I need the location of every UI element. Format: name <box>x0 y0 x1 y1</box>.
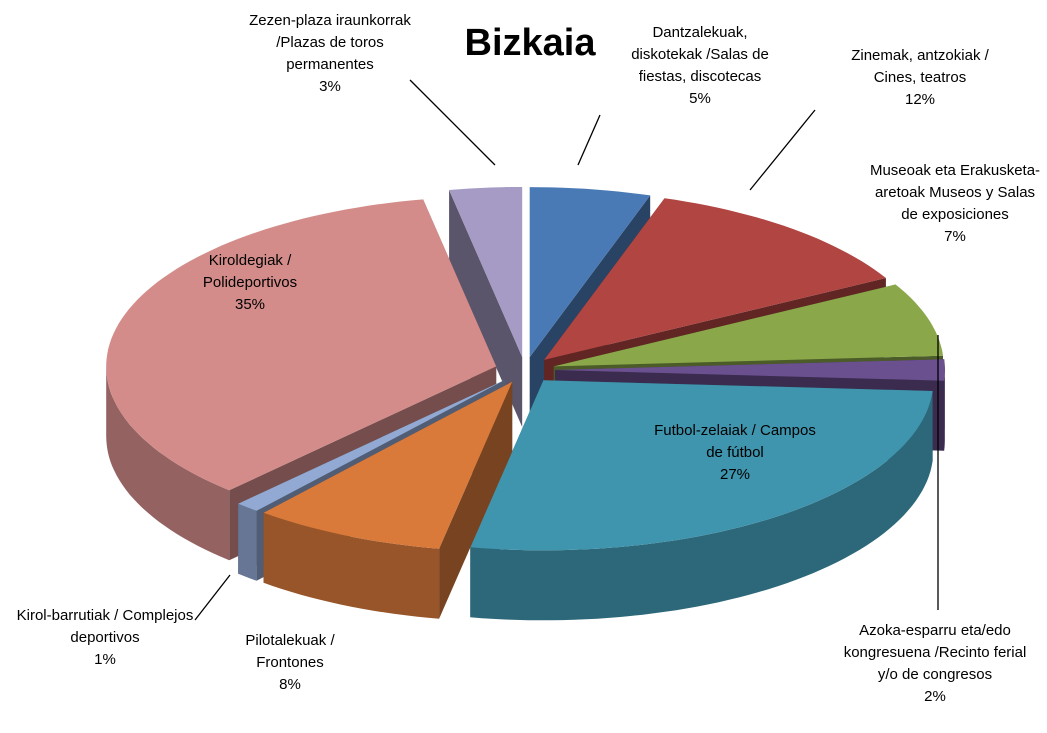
slice-wall <box>263 512 440 619</box>
value-label: 2% <box>924 688 946 705</box>
slice-wall <box>470 391 933 621</box>
value-label: 5% <box>689 90 711 107</box>
slice-side <box>449 190 523 427</box>
leader-line <box>577 114 601 166</box>
slice <box>106 199 497 491</box>
category-label: Zinemak, antzokiak / Cines, teatros <box>851 47 989 86</box>
category-label: Museoak eta Erakusketa-aretoak Museos y … <box>869 162 1041 223</box>
slice <box>238 379 506 511</box>
value-label: 1% <box>94 651 116 668</box>
value-label: 7% <box>944 228 966 245</box>
slice-wall <box>106 366 230 561</box>
leader-line <box>749 109 816 191</box>
data-label: Pilotalekuak / Frontones 8% <box>210 630 370 696</box>
category-label: Azoka-esparru eta/edo kongresuena /Recin… <box>843 622 1027 683</box>
data-label: Dantzalekuak, diskotekak /Salas de fiest… <box>615 22 785 110</box>
data-label: Zinemak, antzokiak / Cines, teatros 12% <box>850 45 990 111</box>
value-label: 35% <box>234 296 266 313</box>
slice <box>555 359 945 381</box>
value-label: 27% <box>719 466 751 483</box>
data-label: Kirol-barrutiak / Complejos deportivos 1% <box>0 605 210 671</box>
data-label: Zezen-plaza iraunkorrak /Plazas de toros… <box>235 10 425 98</box>
category-label: Futbol-zelaiak / Campos de fútbol <box>654 422 816 461</box>
category-label: Pilotalekuak / Frontones <box>245 632 335 671</box>
data-label: Azoka-esparru eta/edo kongresuena /Recin… <box>835 620 1035 708</box>
category-label: Kiroldegiak / Polideportivos <box>202 252 298 291</box>
slice <box>529 187 651 358</box>
category-label: Dantzalekuak, diskotekak /Salas de fiest… <box>631 24 769 85</box>
value-label: 3% <box>319 78 341 95</box>
slice <box>553 284 943 367</box>
slice-wall <box>944 370 945 451</box>
data-label: Futbol-zelaiak / Campos de fútbol 27% <box>645 420 825 486</box>
chart-title: Bizkaia <box>464 22 596 64</box>
leader-line <box>194 574 231 621</box>
data-label: Kiroldegiak / Polideportivos 35% <box>170 250 330 316</box>
slice <box>449 187 523 357</box>
slice <box>470 380 933 551</box>
data-label: Museoak eta Erakusketa-aretoak Museos y … <box>865 160 1045 248</box>
leader-line <box>409 79 496 166</box>
slice <box>544 198 886 360</box>
slice-wall <box>238 503 257 581</box>
value-label: 12% <box>904 91 936 108</box>
category-label: Zezen-plaza iraunkorrak /Plazas de toros… <box>249 12 411 73</box>
slice <box>263 381 513 549</box>
category-label: Kirol-barrutiak / Complejos deportivos <box>16 607 194 646</box>
value-label: 8% <box>279 676 301 693</box>
